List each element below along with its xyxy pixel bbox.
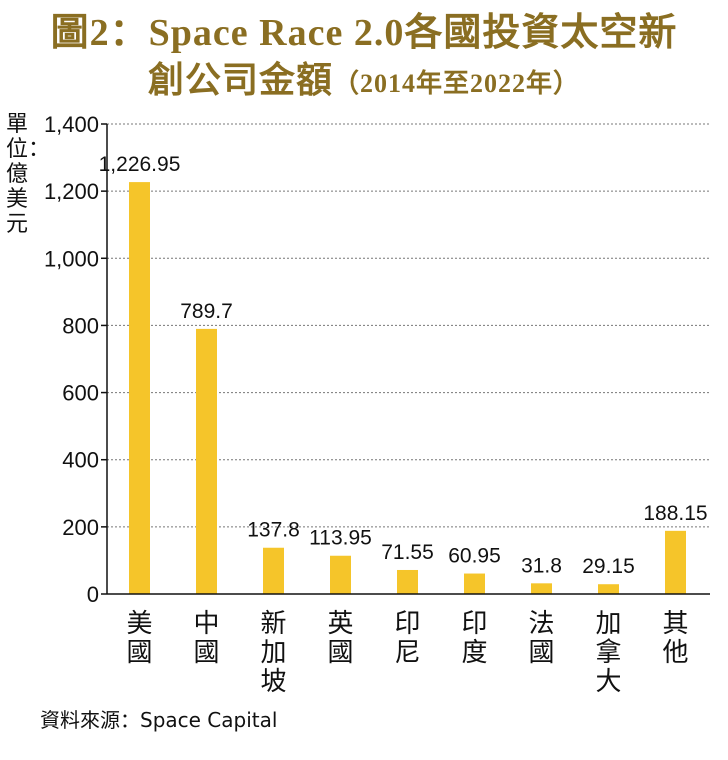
data-label: 137.8 [247,519,300,542]
chart-title-line2: 創公司金額（2014年至2022年） [0,58,728,106]
bar [330,555,351,594]
data-label: 113.95 [309,527,372,550]
chart-title-line1: 圖2：Space Race 2.0各國投資太空新 [50,12,678,54]
category-label: 印尼 [394,609,420,668]
y-tick-label: 1,400 [44,112,99,137]
y-tick-label: 400 [62,448,99,473]
category-label: 加拿大 [595,609,621,697]
data-label: 71.55 [381,541,434,564]
y-tick-label: 1,000 [44,246,99,271]
bar [598,584,619,594]
y-tick-label: 1,200 [44,179,99,204]
bars [129,182,686,595]
category-label: 其他 [662,609,688,668]
bar [129,182,150,595]
category-label: 印度 [461,609,487,668]
axes [106,124,710,595]
chart-title-main: 創公司金額 [147,60,333,100]
data-label: 1,226.95 [99,153,181,176]
data-label: 31.8 [521,554,562,577]
category-label: 新加坡 [260,609,286,697]
source-note: 資料來源：Space Capital [40,708,278,732]
bar [464,573,485,594]
category-label: 中國 [193,609,219,668]
data-label: 29.15 [582,555,635,578]
bar [196,328,217,594]
y-tick-label: 200 [62,515,99,540]
value-labels: 1,226.95 789.7 137.8 113.95 71.55 60.95 31.8 29… [99,153,708,578]
bar [397,569,418,594]
bar [263,547,284,594]
bar [531,583,552,594]
category-label: 英國 [327,609,353,668]
y-axis-ticks: 0 200 400 600 800 1,000 1,200 1,400 [44,112,107,607]
data-label: 188.15 [643,502,707,525]
y-tick-label: 0 [87,582,99,607]
y-tick-label: 600 [62,381,99,406]
y-tick-label: 800 [62,313,99,338]
bar [665,530,686,594]
category-label: 法國 [528,609,554,668]
data-label: 60.95 [448,545,501,568]
data-label: 789.7 [180,300,233,323]
category-label: 美國 [126,609,152,668]
chart-title-period: （2014年至2022年） [333,69,581,98]
